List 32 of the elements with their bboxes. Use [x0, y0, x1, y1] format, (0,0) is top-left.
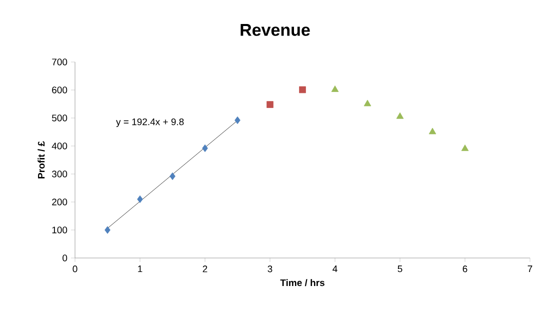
y-tick-label: 700 — [52, 58, 68, 66]
x-tick-label: 1 — [138, 266, 142, 272]
point — [331, 86, 339, 92]
point — [170, 172, 176, 180]
y-tick-label: 500 — [52, 114, 68, 122]
point — [461, 144, 469, 151]
x-axis-title: Time / hrs — [280, 279, 324, 286]
annotation: y = 192.4x + 9.8 — [116, 118, 184, 128]
point — [364, 100, 372, 106]
point — [202, 144, 208, 152]
y-axis-title: Profit / £ — [38, 141, 45, 178]
point — [234, 116, 240, 124]
x-tick-label: 0 — [72, 266, 78, 272]
point — [137, 195, 143, 203]
point — [104, 226, 110, 234]
point — [396, 112, 404, 119]
x-tick-label: 7 — [528, 266, 532, 272]
y-tick-label: 100 — [52, 226, 68, 234]
y-tick-label: 0 — [62, 254, 68, 262]
y-tick-label: 400 — [52, 142, 68, 150]
x-tick-label: 4 — [332, 266, 338, 272]
x-tick-label: 3 — [268, 266, 272, 272]
x-tick-label: 6 — [462, 266, 468, 272]
x-tick-label: 2 — [202, 266, 208, 272]
point — [428, 128, 436, 134]
y-tick-label: 600 — [52, 86, 68, 94]
point — [299, 86, 306, 94]
y-tick-label: 200 — [52, 198, 68, 206]
point — [266, 101, 274, 108]
y-tick-label: 300 — [52, 170, 68, 178]
chart-title: Revenue — [240, 24, 310, 36]
x-tick-label: 5 — [398, 266, 402, 272]
